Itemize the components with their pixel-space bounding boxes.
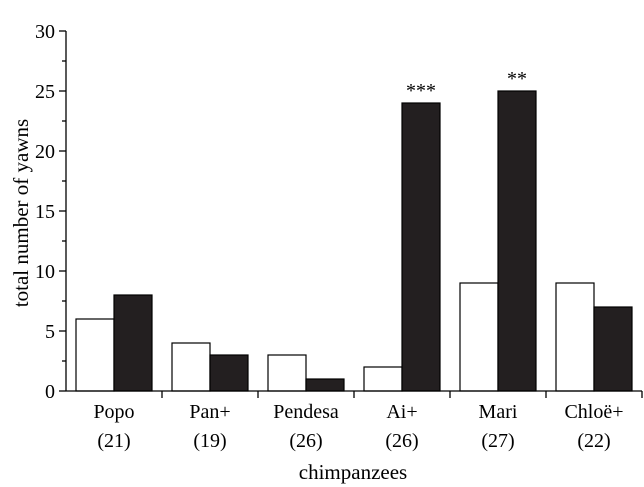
x-tick-sample-size: (19) [193, 430, 226, 452]
y-tick-label: 5 [45, 321, 55, 343]
bar-open-5 [555, 282, 595, 392]
bars-group [75, 90, 633, 392]
x-tick-label: Popo [93, 401, 134, 423]
annotations-group: ***** [406, 68, 527, 102]
bar-filled-3 [401, 102, 441, 392]
y-tick-label: 25 [35, 81, 55, 103]
bar-filled-4 [497, 90, 537, 392]
y-tick-label: 30 [35, 21, 55, 43]
bar-open-4 [459, 282, 499, 392]
bar-open-2 [267, 354, 307, 392]
bar-filled-1 [209, 354, 249, 392]
y-tick-label: 20 [35, 141, 55, 163]
x-axis-title: chimpanzees [299, 460, 407, 484]
bar-filled-0 [113, 294, 153, 392]
bar-filled-5 [593, 306, 633, 392]
x-tick-sample-size: (26) [289, 430, 322, 452]
bar-open-0 [75, 318, 115, 392]
x-axis: Popo (21) Pan+ (19) Pendesa (26) Ai+ (26) Mari (2… [66, 390, 643, 452]
y-tick-label: 15 [35, 201, 55, 223]
y-tick-label: 0 [45, 381, 55, 403]
bar-open-3 [363, 366, 403, 392]
y-axis: 0 5 10 15 20 25 30 [35, 21, 67, 403]
significance-marker: *** [406, 80, 436, 102]
y-axis-title: total number of yawns [9, 119, 33, 307]
x-tick-label: Pendesa [273, 401, 339, 423]
bar-open-1 [171, 342, 211, 392]
x-tick-label: Ai+ [386, 401, 417, 423]
x-tick-label: Chloë+ [564, 401, 623, 423]
significance-marker: ** [507, 68, 527, 90]
x-tick-label: Pan+ [189, 401, 230, 423]
bar-filled-2 [305, 378, 345, 392]
x-tick-sample-size: (27) [481, 430, 514, 452]
x-tick-sample-size: (22) [577, 430, 610, 452]
x-tick-sample-size: (21) [97, 430, 130, 452]
y-tick-label: 10 [35, 261, 55, 283]
x-tick-sample-size: (26) [385, 430, 418, 452]
x-tick-label: Mari [479, 401, 518, 423]
